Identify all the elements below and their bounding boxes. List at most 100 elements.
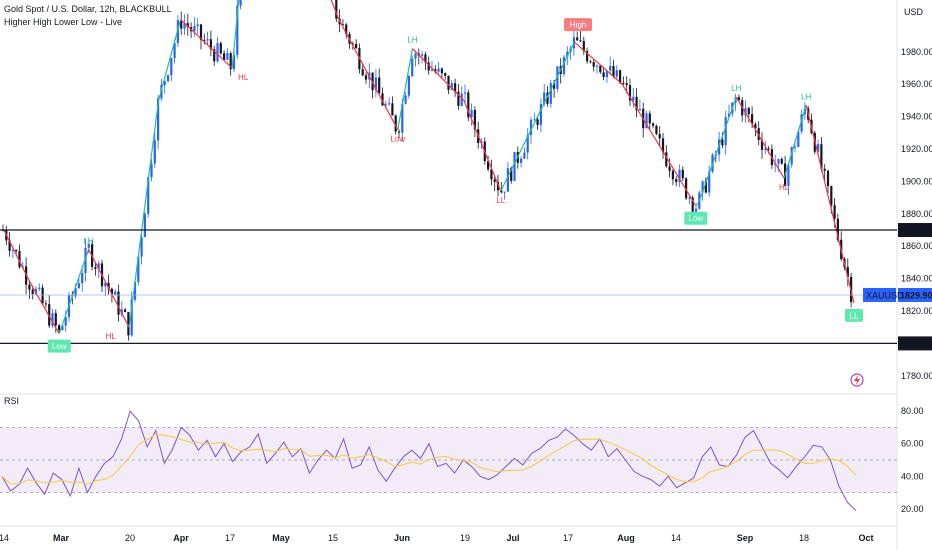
candle-body	[605, 70, 608, 78]
candle-body	[411, 58, 414, 77]
candle-body	[536, 119, 539, 125]
candle-body	[691, 197, 694, 212]
zigzag-segment	[783, 105, 807, 179]
candle-body	[496, 181, 500, 191]
zigzag-segment	[231, 0, 240, 69]
candle-body	[586, 51, 589, 62]
candle-body	[562, 57, 566, 74]
zigzag-segment	[157, 19, 182, 101]
time-tick-label: 14	[0, 533, 9, 543]
candle-body	[830, 186, 833, 206]
time-tick-label: 17	[563, 533, 573, 543]
candle-body	[520, 158, 523, 163]
zigzag-segment	[805, 105, 855, 304]
candle-body	[124, 309, 127, 313]
time-tick-label: Jul	[506, 533, 519, 543]
zigzag-label-box	[564, 18, 593, 32]
candle-body	[836, 218, 839, 240]
zigzag-segment	[29, 281, 60, 334]
candle-body	[487, 161, 490, 170]
zigzag-label: LH	[407, 36, 417, 45]
zigzag-label: LH	[731, 84, 741, 93]
zigzag-segment	[695, 200, 700, 207]
candle-body	[685, 178, 688, 199]
candle-body	[490, 169, 493, 180]
level-tag-high-bg	[898, 223, 932, 238]
candle-body	[87, 244, 90, 248]
time-tick-label: Jun	[394, 533, 410, 543]
candle-body	[150, 163, 153, 178]
time-tick-label: Oct	[858, 533, 873, 543]
rsi-tick-label: 60.00	[901, 439, 924, 449]
candle-body	[130, 299, 133, 336]
candle-body	[31, 289, 34, 295]
candle-body	[388, 103, 391, 105]
candle-body	[473, 110, 476, 130]
candle-body	[104, 282, 107, 287]
candle-body	[206, 39, 209, 41]
candle-body	[774, 163, 777, 165]
zigzag-label: Low	[688, 214, 703, 223]
time-tick-label: 14	[671, 533, 681, 543]
candle-body	[823, 168, 826, 171]
candle-body	[493, 179, 496, 182]
candle-body	[510, 168, 513, 181]
candle-body	[658, 133, 661, 139]
candle-body	[203, 40, 206, 42]
rsi-ma-line	[1, 433, 857, 485]
candle-body	[335, 0, 338, 19]
candle-body	[140, 237, 143, 257]
candle-body	[414, 53, 417, 59]
candle-body	[460, 93, 463, 106]
candle-body	[648, 113, 651, 124]
zigzag-segment	[3, 229, 31, 283]
candle-body	[226, 53, 229, 60]
candle-body	[394, 115, 397, 132]
time-tick-label: May	[272, 533, 290, 543]
candle-body	[166, 75, 170, 82]
candle-body	[513, 151, 516, 181]
price-tick-label: 1820.00	[901, 306, 932, 316]
candle-body	[553, 83, 556, 89]
candle-body	[107, 282, 110, 289]
candle-body	[236, 5, 239, 55]
candle-body	[539, 103, 542, 125]
candle-body	[760, 139, 764, 150]
candle-body	[678, 169, 681, 183]
candle-body	[64, 317, 67, 326]
candle-body	[407, 76, 410, 96]
candle-body	[622, 82, 625, 84]
zigzag-label-box	[47, 339, 71, 353]
zigzag-label: HL	[106, 332, 117, 341]
current-price-tag: 1829.90	[900, 290, 932, 300]
candle-body	[793, 146, 797, 148]
candle-body	[147, 177, 150, 214]
candle-body	[826, 170, 830, 187]
candle-body	[688, 197, 691, 199]
time-tick-label: Aug	[617, 533, 635, 543]
candle-body	[48, 304, 51, 326]
zigzag-segment	[577, 44, 623, 85]
candle-body	[364, 75, 368, 80]
price-tick-label: 1980.00	[901, 47, 932, 57]
candle-body	[18, 250, 21, 268]
zigzag-segment	[735, 96, 785, 179]
candle-body	[391, 103, 394, 116]
candle-body	[137, 256, 140, 282]
candle-body	[8, 240, 11, 251]
candle-body	[546, 92, 549, 104]
candle-body	[34, 288, 38, 295]
candle-body	[833, 205, 836, 219]
candle-body	[737, 97, 740, 101]
candle-body	[589, 61, 592, 63]
rsi-tick-label: 40.00	[901, 471, 924, 481]
candle-body	[440, 68, 443, 74]
candle-body	[615, 70, 618, 77]
candle-body	[384, 104, 387, 106]
candle-body	[84, 247, 87, 274]
rsi-tick-label: 80.00	[901, 406, 924, 416]
candle-body	[74, 287, 77, 297]
candle-body	[421, 54, 424, 56]
candle-body	[797, 131, 800, 147]
